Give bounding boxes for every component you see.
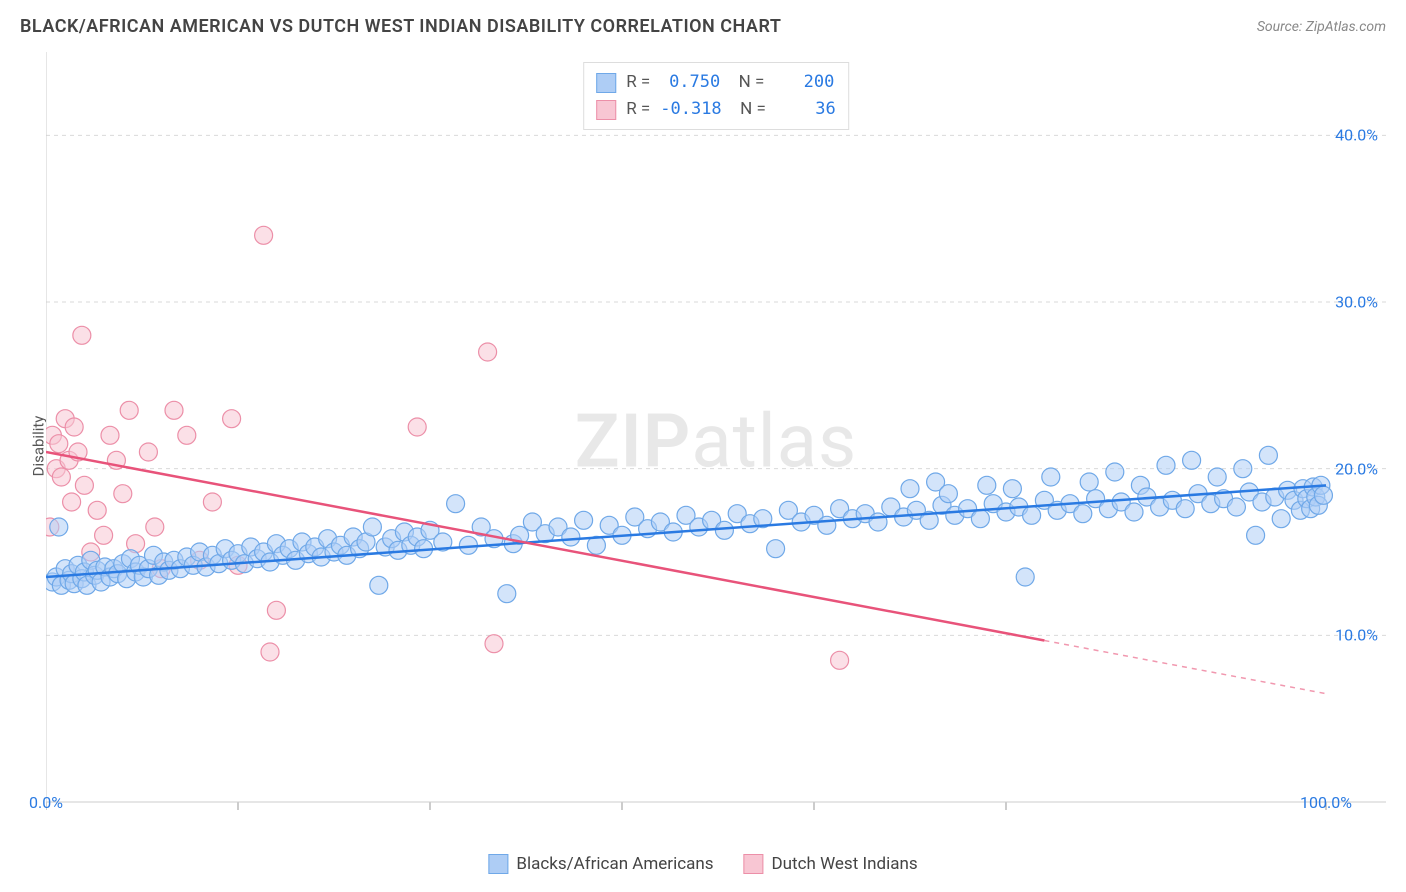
swatch-icon [596,100,616,120]
legend-label-a: Blacks/African Americans [516,854,713,874]
stats-legend: R = 0.750 N = 200 R = -0.318 N = 36 [583,62,849,130]
x-tick: 0.0% [29,793,63,812]
swatch-icon [744,854,764,874]
r-value-b: -0.318 [660,96,721,123]
legend-label-b: Dutch West Indians [772,854,918,874]
swatch-icon [488,854,508,874]
n-value-b: 36 [776,96,836,123]
header: BLACK/AFRICAN AMERICAN VS DUTCH WEST IND… [0,0,1406,45]
swatch-icon [596,73,616,93]
stats-row-series-a: R = 0.750 N = 200 [596,69,836,96]
y-tick: 10.0% [1335,626,1378,645]
legend-item-a: Blacks/African Americans [488,854,713,874]
chart-svg [46,52,1386,832]
n-value-a: 200 [774,69,834,96]
chart-title: BLACK/AFRICAN AMERICAN VS DUTCH WEST IND… [20,16,781,37]
r-value-a: 0.750 [660,69,720,96]
chart-area: ZIPatlas R = 0.750 N = 200 R = -0.318 N … [46,52,1386,832]
legend-item-b: Dutch West Indians [744,854,918,874]
stats-row-series-b: R = -0.318 N = 36 [596,96,836,123]
source-attribution: Source: ZipAtlas.com [1257,19,1386,35]
y-tick: 40.0% [1335,126,1378,145]
x-tick: 100.0% [1300,793,1352,812]
y-tick: 30.0% [1335,293,1378,312]
y-tick: 20.0% [1335,459,1378,478]
y-axis-label: Disability [29,416,47,477]
bottom-legend: Blacks/African Americans Dutch West Indi… [488,854,917,874]
